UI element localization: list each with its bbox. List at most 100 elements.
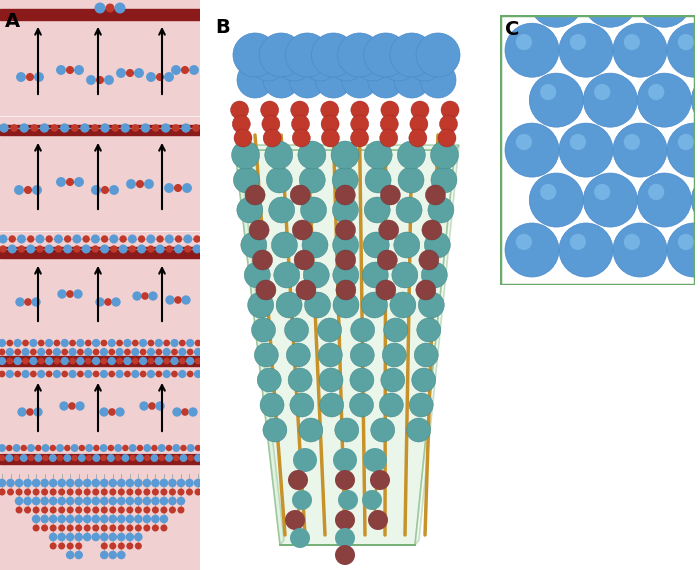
Circle shape	[163, 357, 170, 364]
Circle shape	[333, 292, 359, 318]
Circle shape	[152, 124, 160, 132]
Circle shape	[85, 340, 92, 347]
Circle shape	[16, 72, 26, 82]
Circle shape	[17, 234, 26, 243]
Circle shape	[66, 290, 74, 298]
Circle shape	[41, 507, 48, 514]
Circle shape	[129, 245, 136, 253]
Circle shape	[92, 524, 99, 531]
Circle shape	[624, 234, 640, 250]
Circle shape	[68, 402, 76, 410]
Circle shape	[241, 232, 267, 258]
Circle shape	[100, 455, 107, 461]
Circle shape	[0, 123, 8, 133]
Circle shape	[15, 298, 24, 307]
Circle shape	[64, 454, 71, 462]
Circle shape	[648, 184, 664, 200]
Circle shape	[77, 370, 84, 377]
Circle shape	[237, 197, 262, 223]
Circle shape	[135, 488, 142, 495]
Circle shape	[337, 33, 382, 77]
Circle shape	[263, 129, 281, 147]
Circle shape	[411, 101, 429, 119]
Circle shape	[151, 479, 160, 487]
Circle shape	[172, 444, 180, 452]
Circle shape	[692, 173, 700, 227]
Circle shape	[187, 370, 193, 377]
Circle shape	[100, 245, 109, 254]
Circle shape	[187, 349, 193, 355]
Circle shape	[364, 33, 407, 77]
Circle shape	[56, 65, 66, 75]
Circle shape	[594, 84, 610, 100]
Circle shape	[158, 455, 165, 461]
Bar	[0, 344, 200, 452]
Circle shape	[624, 34, 640, 50]
Circle shape	[116, 348, 124, 356]
Circle shape	[24, 507, 31, 514]
Circle shape	[118, 524, 125, 531]
Circle shape	[160, 496, 168, 505]
Circle shape	[94, 2, 106, 14]
Circle shape	[440, 115, 458, 133]
Circle shape	[20, 123, 29, 133]
Circle shape	[150, 454, 158, 462]
Circle shape	[355, 45, 391, 81]
Circle shape	[290, 528, 310, 548]
Circle shape	[41, 488, 48, 495]
Circle shape	[15, 496, 23, 505]
Circle shape	[56, 444, 64, 452]
Circle shape	[299, 418, 323, 442]
Circle shape	[516, 134, 532, 150]
Circle shape	[312, 33, 356, 77]
Circle shape	[24, 186, 32, 194]
Circle shape	[263, 418, 287, 442]
Circle shape	[147, 370, 155, 378]
Circle shape	[302, 45, 338, 81]
Circle shape	[351, 115, 369, 133]
Circle shape	[332, 262, 359, 288]
Circle shape	[292, 490, 312, 510]
Circle shape	[370, 470, 390, 490]
Circle shape	[166, 245, 173, 253]
Circle shape	[69, 357, 76, 364]
Circle shape	[111, 124, 119, 132]
Circle shape	[613, 23, 667, 77]
Circle shape	[14, 349, 21, 355]
Circle shape	[174, 184, 182, 192]
Circle shape	[100, 479, 108, 487]
Circle shape	[256, 280, 276, 300]
Circle shape	[176, 496, 186, 505]
Circle shape	[75, 543, 82, 549]
Circle shape	[0, 234, 8, 243]
Circle shape	[33, 524, 40, 531]
Circle shape	[80, 123, 90, 133]
Circle shape	[25, 298, 32, 306]
Circle shape	[420, 62, 456, 98]
Circle shape	[115, 455, 121, 461]
Circle shape	[116, 408, 125, 417]
Circle shape	[100, 496, 108, 505]
Circle shape	[667, 223, 700, 277]
Circle shape	[45, 339, 53, 347]
Circle shape	[116, 68, 126, 78]
Circle shape	[104, 75, 114, 85]
Circle shape	[178, 370, 186, 378]
Circle shape	[253, 250, 272, 270]
Circle shape	[171, 370, 178, 377]
Circle shape	[269, 197, 295, 223]
Circle shape	[144, 507, 150, 514]
Circle shape	[34, 408, 43, 417]
Circle shape	[53, 357, 60, 364]
Circle shape	[104, 298, 112, 306]
Circle shape	[29, 357, 38, 365]
Circle shape	[174, 245, 183, 254]
Circle shape	[164, 72, 174, 82]
Circle shape	[171, 65, 181, 75]
Circle shape	[181, 408, 189, 416]
Circle shape	[38, 357, 45, 364]
Circle shape	[101, 186, 109, 194]
Circle shape	[108, 445, 114, 451]
Circle shape	[187, 444, 195, 452]
Circle shape	[251, 318, 276, 342]
